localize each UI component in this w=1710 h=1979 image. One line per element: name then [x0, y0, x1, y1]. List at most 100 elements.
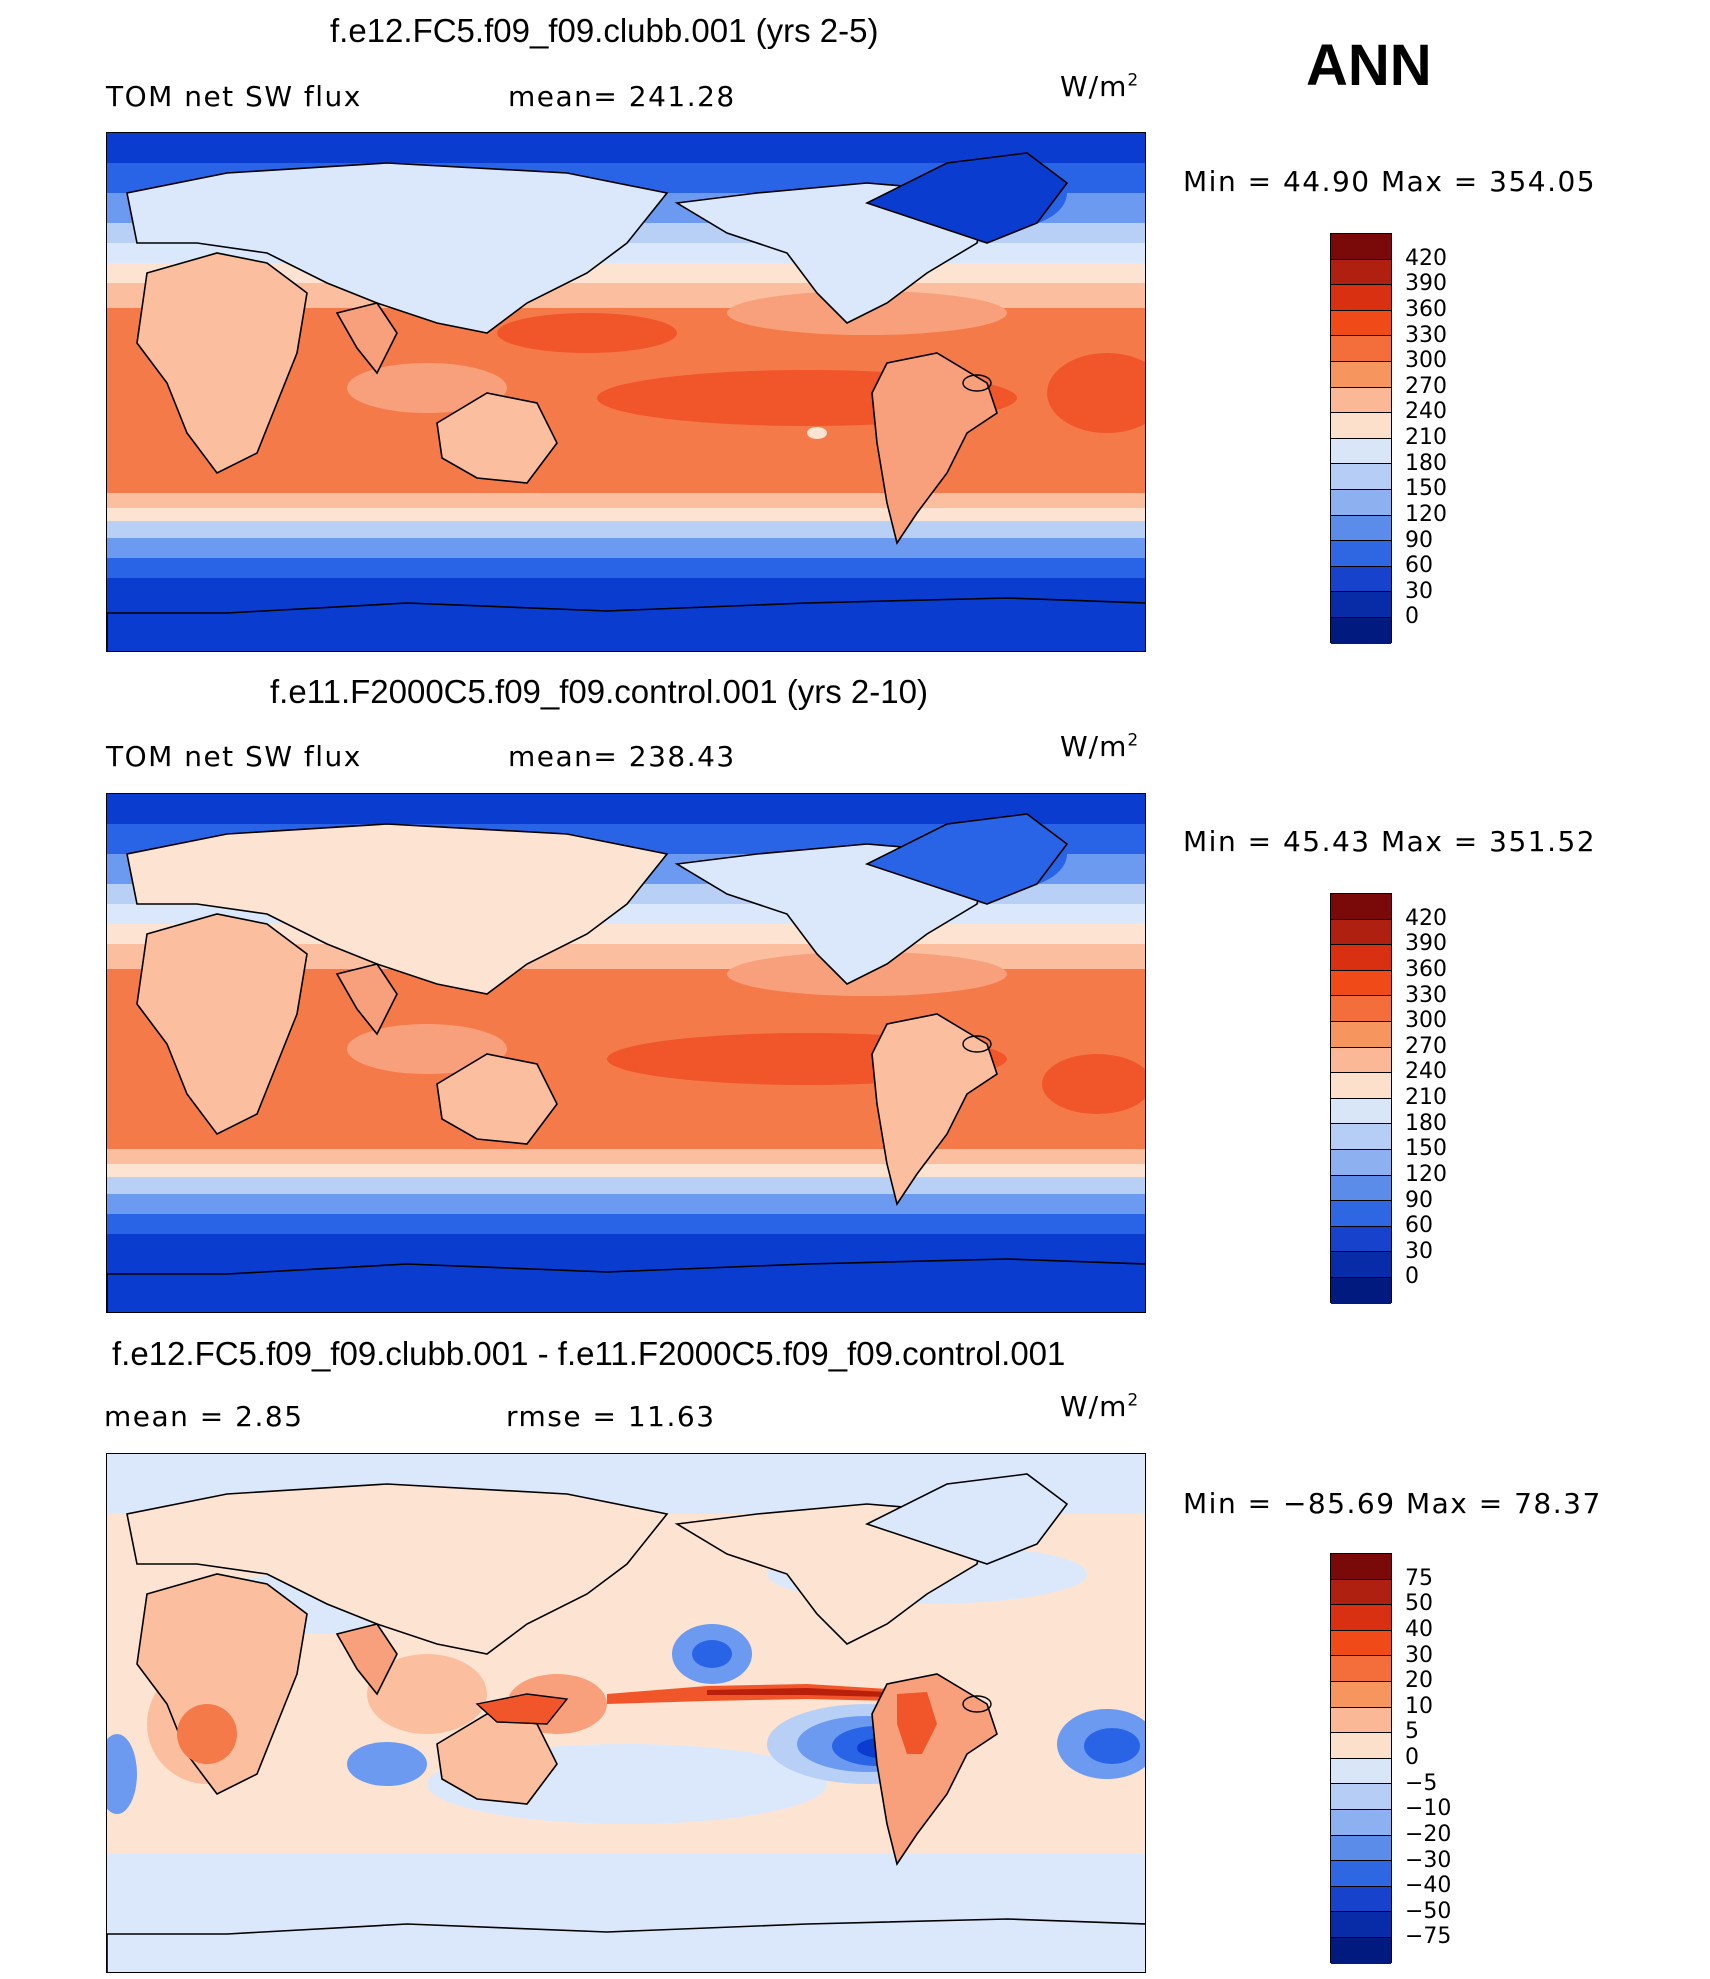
- colorbar-swatch: [1331, 489, 1391, 516]
- colorbar-swatch: [1331, 1835, 1391, 1862]
- colorbar-tick-label: 90: [1405, 527, 1433, 553]
- colorbar-tick-label: 210: [1405, 1085, 1447, 1110]
- colorbar-tick-label: 210: [1405, 425, 1447, 450]
- panel3-mean-label: mean = 2.85: [104, 1400, 304, 1433]
- colorbar-swatch: [1331, 945, 1391, 971]
- colorbar-swatch: [1331, 1937, 1391, 1964]
- colorbar-swatch: [1331, 1149, 1391, 1176]
- panel1-mean-label: mean= 241.28: [508, 80, 736, 113]
- panel2-variable-label: TOM net SW flux: [106, 740, 362, 773]
- colorbar-swatch: [1331, 996, 1391, 1022]
- panel1-units: W/m2: [1060, 70, 1140, 103]
- colorbar-tick-label: −75: [1405, 1924, 1452, 1950]
- colorbar-swatch: [1331, 310, 1391, 337]
- season-label: ANN: [1306, 33, 1432, 98]
- colorbar-tick-label: 120: [1405, 501, 1447, 527]
- colorbar-swatch: [1331, 361, 1391, 388]
- colorbar-tick-label: 0: [1405, 1745, 1419, 1770]
- colorbar-swatch: [1331, 336, 1391, 362]
- colorbar-tick-label: 0: [1405, 604, 1419, 630]
- colorbar-swatch: [1331, 234, 1391, 260]
- colorbar-tick-label: 150: [1405, 1136, 1447, 1162]
- colorbar-swatch: [1331, 413, 1391, 439]
- colorbar-swatch: [1331, 1098, 1391, 1125]
- colorbar-swatch: [1331, 970, 1391, 997]
- panel1-variable-label: TOM net SW flux: [106, 80, 362, 113]
- colorbar-tick-label: 10: [1405, 1693, 1433, 1719]
- colorbar-swatch: [1331, 617, 1391, 644]
- colorbar-tick-label: 20: [1405, 1668, 1433, 1694]
- colorbar-tick-label: 90: [1405, 1187, 1433, 1213]
- colorbar-swatch: [1331, 1226, 1391, 1253]
- colorbar-tick-label: 390: [1405, 271, 1447, 297]
- colorbar-swatch: [1331, 1630, 1391, 1657]
- colorbar-swatch: [1331, 285, 1391, 311]
- colorbar-swatch: [1331, 1784, 1391, 1810]
- colorbar-tick-label: 270: [1405, 1033, 1447, 1059]
- panel3-title: f.e12.FC5.f09_f09.clubb.001 - f.e11.F200…: [112, 1335, 1066, 1372]
- colorbar-tick-label: 60: [1405, 1213, 1433, 1239]
- panel2-map-svg: [107, 794, 1145, 1312]
- colorbar-tick-label: 50: [1405, 1591, 1433, 1617]
- colorbar-tick-label: 270: [1405, 373, 1447, 399]
- colorbar-swatch: [1331, 1021, 1391, 1048]
- colorbar-tick-label: 180: [1405, 450, 1447, 476]
- colorbar-swatch: [1331, 1861, 1391, 1887]
- colorbar-tick-label: 60: [1405, 553, 1433, 579]
- colorbar-swatch: [1331, 566, 1391, 593]
- colorbar-tick-label: 300: [1405, 1008, 1447, 1034]
- colorbar-swatch: [1331, 1681, 1391, 1708]
- colorbar-swatch: [1331, 1175, 1391, 1202]
- panel3-map: [106, 1453, 1146, 1973]
- colorbar-swatch: [1331, 894, 1391, 920]
- colorbar-swatch: [1331, 1554, 1391, 1580]
- colorbar-tick-label: −40: [1405, 1873, 1452, 1899]
- colorbar-tick-label: 300: [1405, 348, 1447, 374]
- colorbar-tick-label: 120: [1405, 1161, 1447, 1187]
- panel1-map-svg: [107, 133, 1145, 651]
- colorbar-tick-label: 420: [1405, 245, 1447, 271]
- colorbar-tick-label: 330: [1405, 322, 1447, 348]
- colorbar-tick-label: 240: [1405, 1059, 1447, 1085]
- colorbar-tick-label: 30: [1405, 578, 1433, 604]
- colorbar-swatch: [1331, 1886, 1391, 1913]
- panel2-minmax: Min = 45.43 Max = 351.52: [1183, 825, 1597, 858]
- colorbar-tick-label: 30: [1405, 1642, 1433, 1668]
- colorbar-swatch: [1331, 919, 1391, 946]
- colorbar-swatch: [1331, 515, 1391, 542]
- panel1-minmax: Min = 44.90 Max = 354.05: [1183, 165, 1597, 198]
- colorbar-tick-label: −30: [1405, 1847, 1452, 1873]
- colorbar-swatch: [1331, 1073, 1391, 1099]
- colorbar-swatch: [1331, 1912, 1391, 1938]
- colorbar-swatch: [1331, 1124, 1391, 1150]
- colorbar-tick-label: 360: [1405, 296, 1447, 322]
- panel2-mean-label: mean= 238.43: [508, 740, 736, 773]
- colorbar-swatch: [1331, 1656, 1391, 1682]
- colorbar-swatch: [1331, 1579, 1391, 1606]
- panel3-rmse-label: rmse = 11.63: [506, 1400, 716, 1433]
- panel3-colorbar: [1330, 1553, 1392, 1964]
- colorbar-swatch: [1331, 1277, 1391, 1304]
- colorbar-tick-label: 75: [1405, 1565, 1433, 1591]
- colorbar-swatch: [1331, 387, 1391, 414]
- panel2-title: f.e11.F2000C5.f09_f09.control.001 (yrs 2…: [270, 673, 928, 710]
- colorbar-swatch: [1331, 259, 1391, 286]
- panel1-title: f.e12.FC5.f09_f09.clubb.001 (yrs 2-5): [330, 12, 879, 49]
- colorbar-tick-label: 390: [1405, 931, 1447, 957]
- colorbar-tick-label: 360: [1405, 956, 1447, 982]
- panel2-map: [106, 793, 1146, 1313]
- colorbar-swatch: [1331, 464, 1391, 490]
- colorbar-tick-label: 0: [1405, 1264, 1419, 1290]
- colorbar-tick-label: 180: [1405, 1110, 1447, 1136]
- colorbar-swatch: [1331, 1605, 1391, 1631]
- colorbar-swatch: [1331, 1758, 1391, 1785]
- panel3-map-svg: [107, 1454, 1145, 1972]
- panel1-map: [106, 132, 1146, 652]
- panel1-colorbar: [1330, 233, 1392, 644]
- colorbar-tick-label: 240: [1405, 399, 1447, 425]
- panel3-minmax: Min = −85.69 Max = 78.37: [1183, 1487, 1602, 1520]
- colorbar-tick-label: 420: [1405, 905, 1447, 931]
- colorbar-swatch: [1331, 1047, 1391, 1074]
- panel2-units: W/m2: [1060, 730, 1140, 763]
- colorbar-tick-label: −50: [1405, 1898, 1452, 1924]
